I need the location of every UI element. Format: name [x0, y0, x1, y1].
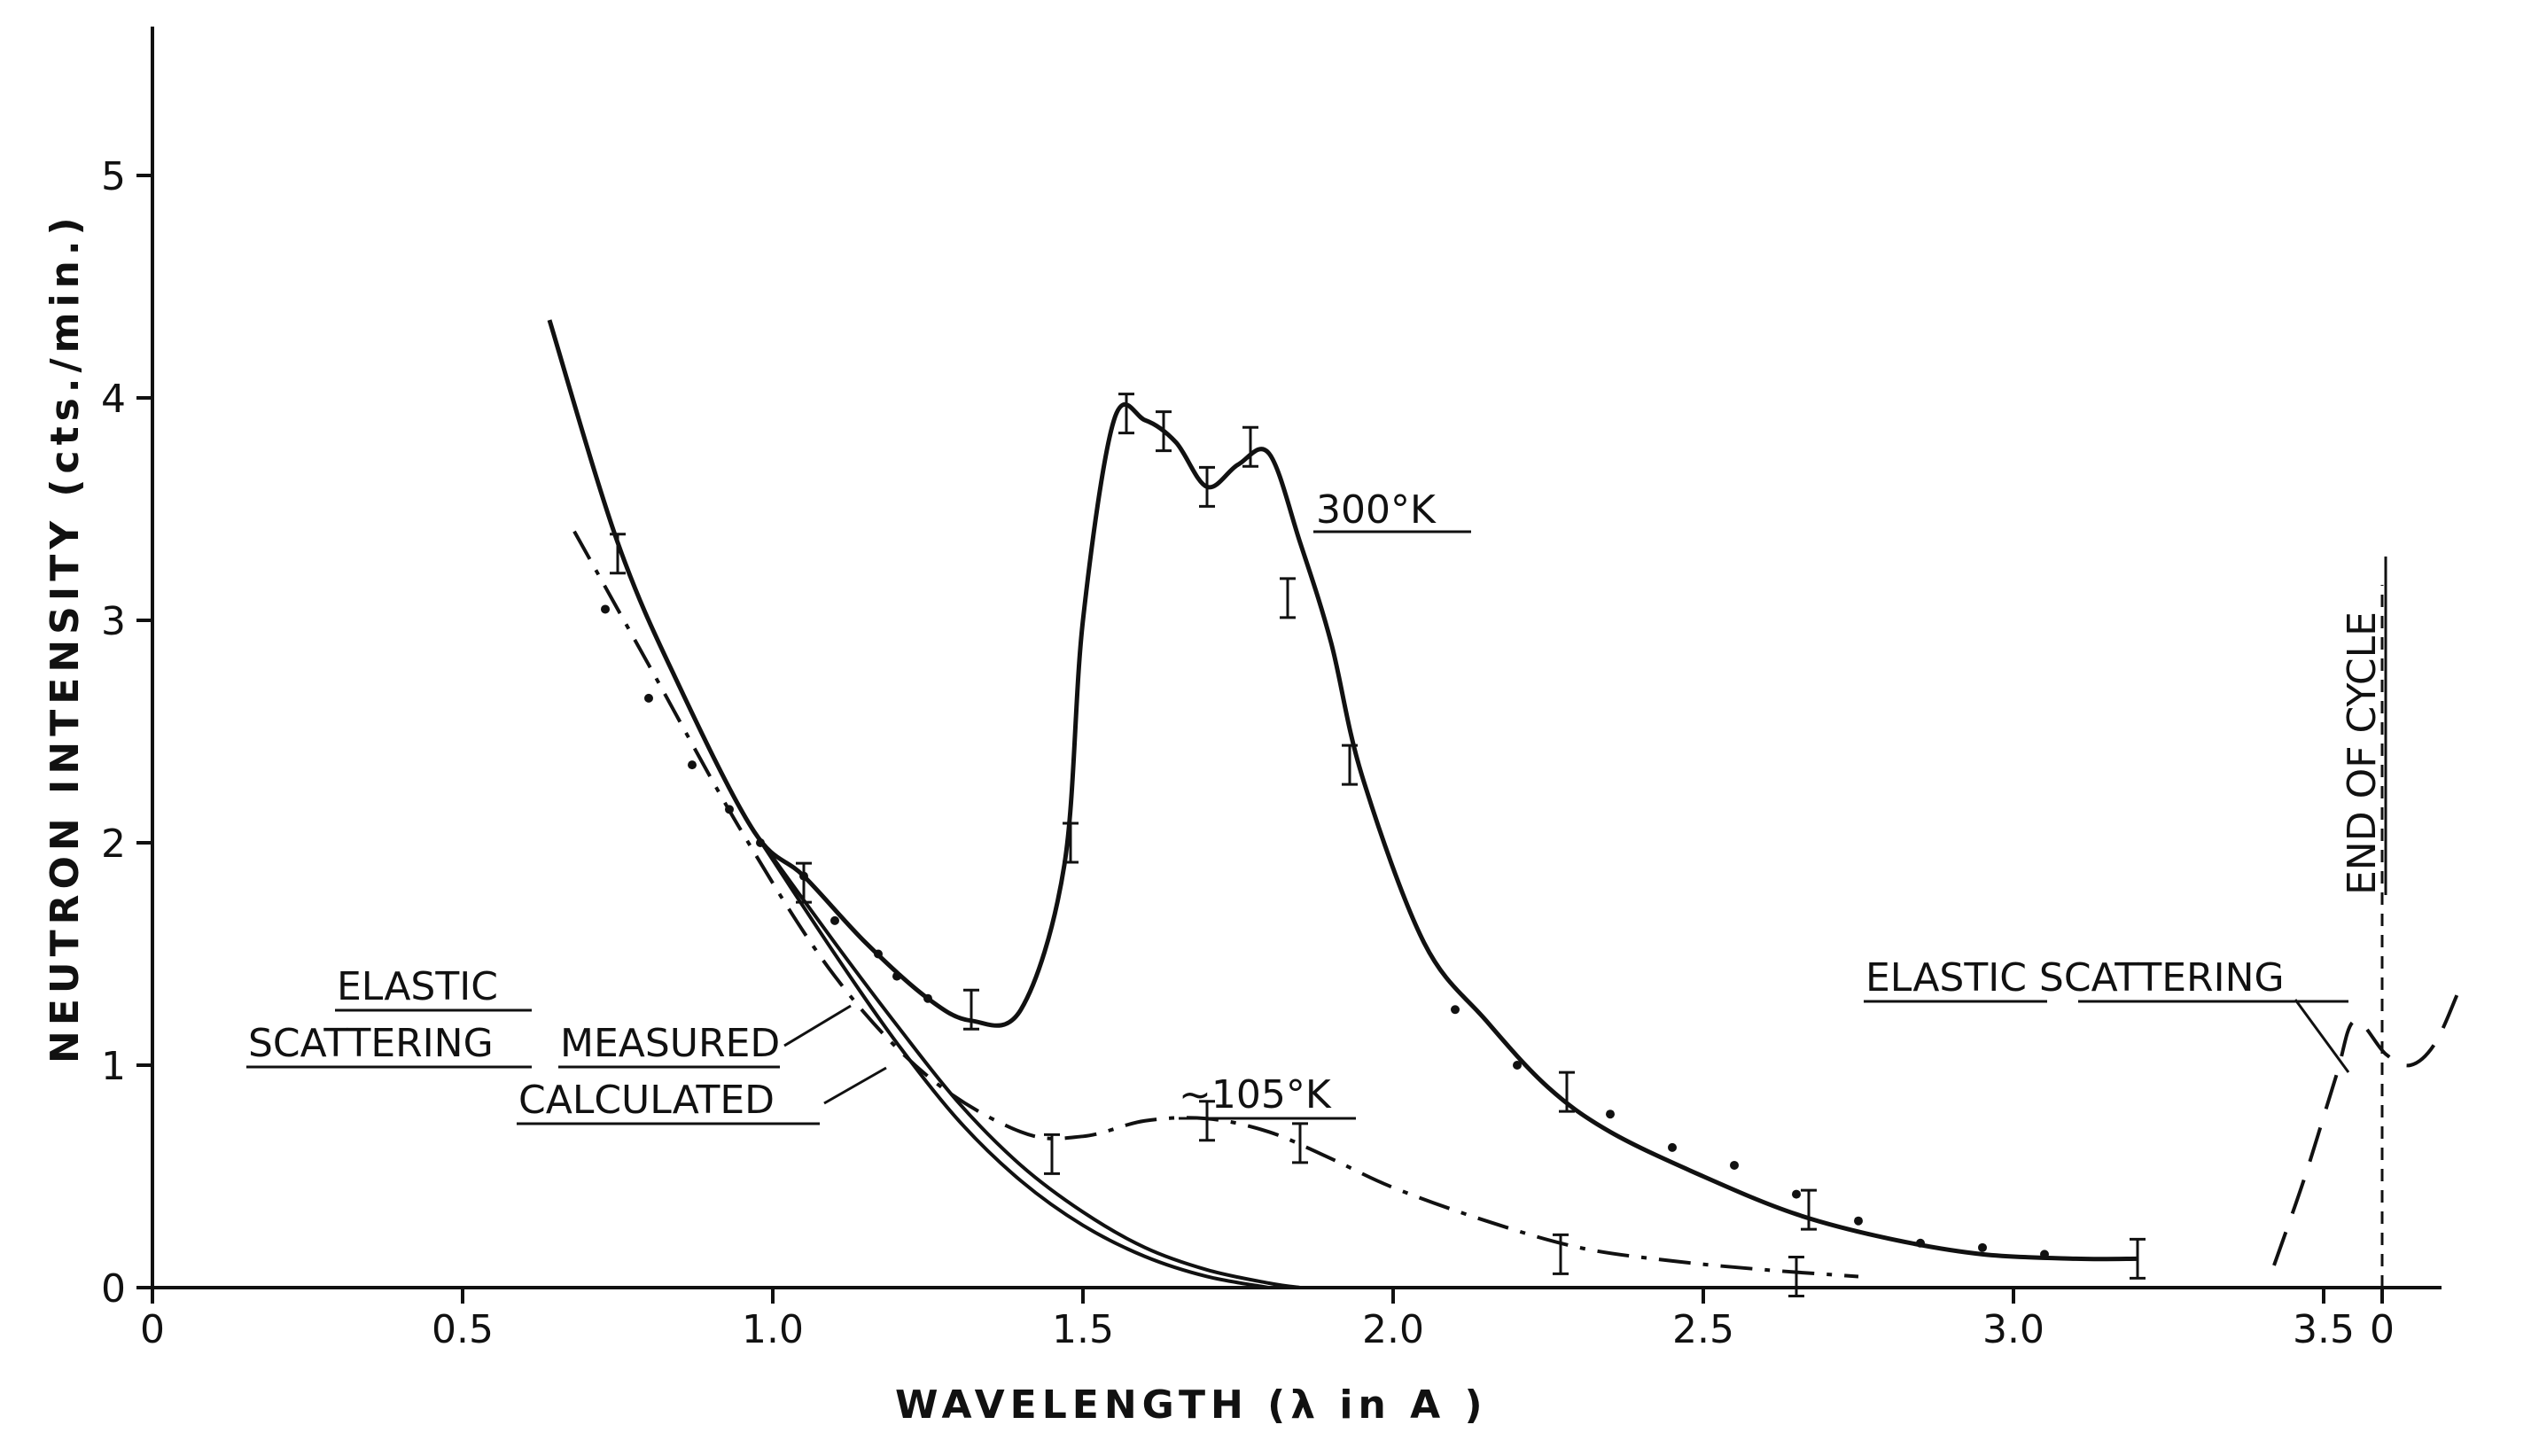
data-point-300-k [1792, 1189, 1801, 1199]
annotation-elastic-scattering-left: ELASTIC SCATTERING MEASURED CALCULATED [246, 964, 887, 1125]
label-300k: 300°K [1316, 487, 1437, 533]
curves [547, 319, 2462, 1289]
data-point-300-k [756, 838, 765, 847]
y-tick-label: 3 [101, 599, 126, 644]
x-tick-label: 0 [140, 1307, 165, 1352]
data-point-300-k [1513, 1061, 1522, 1070]
leader-measured [783, 1004, 852, 1047]
data-point-300-k [2040, 1250, 2049, 1259]
series-line-105-k [572, 530, 1859, 1279]
data-point-300-k [799, 871, 808, 881]
data-point-300-k [1730, 1160, 1739, 1170]
data-point-300-k [1978, 1242, 1987, 1252]
y-axis-title: NEUTRON INTENSITY (cts./min.) [43, 212, 88, 1063]
label-105k: ~105°K [1179, 1072, 1332, 1117]
data-point-300-k [1606, 1110, 1615, 1119]
annotation-elastic-scattering-right: ELASTIC SCATTERING [1864, 955, 2350, 1073]
x-tick-label: 1.5 [1052, 1307, 1114, 1352]
leader-calculated [823, 1066, 887, 1105]
x-axis-title: WAVELENGTH (λ in A ) [895, 1382, 1488, 1428]
data-point-300-k [725, 805, 734, 814]
y-tick-label: 5 [101, 154, 126, 199]
data-point-300-k [601, 604, 610, 614]
x-tick-label: 0.5 [432, 1307, 494, 1352]
label-end-of-cycle: END OF CYCLE [2340, 611, 2385, 895]
data-point-300-k [688, 760, 697, 770]
data-point-300-k [830, 915, 839, 925]
series-line-elastic-scattering-calculated [752, 830, 1301, 1289]
data-point-300-k [1854, 1216, 1863, 1226]
annotation-end-of-cycle: END OF CYCLE [2340, 557, 2387, 895]
series-line-end-of-cycle-elastic-scattering [2272, 986, 2462, 1266]
data-point-300-k [644, 693, 653, 703]
x-tick-label: 0 [2370, 1307, 2395, 1352]
y-tick-label: 4 [101, 377, 126, 422]
data-point-300-k [874, 949, 883, 959]
series-line-elastic-scattering-measured [752, 830, 1270, 1289]
x-tick-label: 1.0 [742, 1307, 804, 1352]
data-point-300-k [1668, 1142, 1677, 1152]
annotation-105k: ~105°K [1179, 1072, 1356, 1120]
x-tick-label: 3.5 [2293, 1307, 2355, 1352]
annotation-300k: 300°K [1313, 487, 1471, 533]
y-tick-label: 0 [101, 1266, 126, 1312]
label-elastic-scattering-right: ELASTIC SCATTERING [1865, 955, 2285, 1001]
data-point-300-k [1916, 1238, 1925, 1248]
data-point-300-k [892, 971, 901, 981]
x-tick-label: 3.0 [1982, 1307, 2044, 1352]
label-scattering: SCATTERING [248, 1021, 494, 1066]
data-point-300-k [1451, 1005, 1460, 1015]
y-tick-label: 2 [101, 821, 126, 867]
label-elastic: ELASTIC [337, 964, 498, 1009]
markers [601, 393, 2146, 1297]
x-tick-label: 2.0 [1362, 1307, 1424, 1352]
leader-elastic-right [2294, 999, 2350, 1073]
y-tick-label: 1 [101, 1044, 126, 1089]
label-calculated: CALCULATED [518, 1078, 775, 1123]
label-measured: MEASURED [560, 1021, 780, 1066]
x-tick-label: 2.5 [1672, 1307, 1734, 1352]
data-point-300-k [923, 993, 932, 1003]
